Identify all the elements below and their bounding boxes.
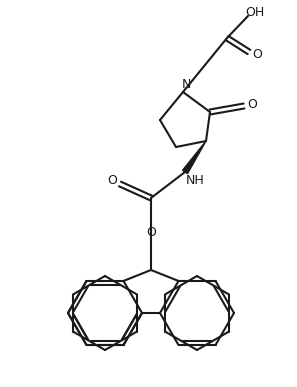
Text: O: O <box>146 226 156 238</box>
Text: OH: OH <box>245 7 265 19</box>
Text: NH: NH <box>186 173 204 187</box>
Text: O: O <box>107 173 117 187</box>
Polygon shape <box>183 141 206 174</box>
Text: O: O <box>252 48 262 60</box>
Text: N: N <box>181 79 191 91</box>
Text: O: O <box>247 98 257 111</box>
